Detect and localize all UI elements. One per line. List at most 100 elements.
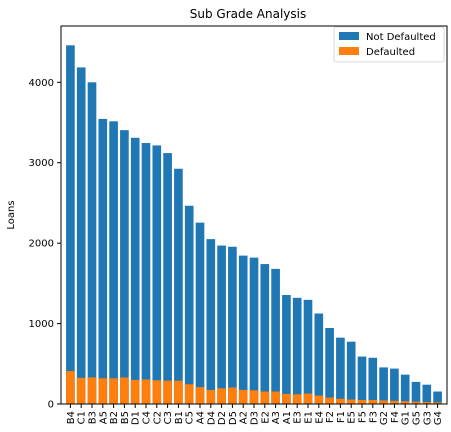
legend-swatch-not-defaulted xyxy=(339,32,359,40)
bar-defaulted-b4 xyxy=(66,371,75,404)
x-tick-label-f1: F1 xyxy=(336,411,347,423)
y-tick-label: 4000 xyxy=(29,78,54,89)
x-tick-label-e4: E4 xyxy=(314,411,325,424)
bar-not-defaulted-e2 xyxy=(260,264,270,404)
bar-not-defaulted-e1 xyxy=(303,299,313,404)
bar-not-defaulted-g5 xyxy=(411,381,421,404)
bar-defaulted-g2 xyxy=(379,400,388,404)
bar-defaulted-c5 xyxy=(184,384,194,404)
bar-defaulted-a4 xyxy=(195,387,205,404)
bar-not-defaulted-e5 xyxy=(346,341,356,404)
x-tick-label-e2: E2 xyxy=(260,411,271,424)
legend-swatch-defaulted xyxy=(339,47,359,55)
bar-not-defaulted-g3 xyxy=(422,384,432,404)
x-tick-label-d1: D1 xyxy=(131,411,142,425)
x-tick-label-f2: F2 xyxy=(325,411,336,423)
x-tick-label-c3: C3 xyxy=(163,411,174,424)
bar-not-defaulted-a4 xyxy=(195,222,205,404)
legend-box xyxy=(333,26,445,63)
bar-not-defaulted-g2 xyxy=(379,367,388,404)
bar-not-defaulted-f2 xyxy=(325,328,334,404)
chart-title: Sub Grade Analysis xyxy=(190,7,307,21)
bar-not-defaulted-d4 xyxy=(206,239,216,404)
bar-defaulted-c2 xyxy=(152,380,162,404)
x-tick-label-c4: C4 xyxy=(142,411,153,424)
bar-not-defaulted-f4 xyxy=(390,368,399,404)
bar-not-defaulted-f3 xyxy=(368,357,378,404)
x-tick-label-g4: G4 xyxy=(433,411,444,425)
x-axis: B4 C1 B3 A5 B2 B5 D1 C4 C2 C3 B1 C5 A4 D4 D2 D5 A2 D3 E2 A3… xyxy=(66,404,444,425)
bar-defaulted-f4 xyxy=(390,400,399,404)
y-axis: 0 1000 2000 3000 4000 xyxy=(29,78,61,411)
legend-label-not-defaulted: Not Defaulted xyxy=(366,32,436,43)
x-tick-label-c5: C5 xyxy=(185,411,196,424)
bar-not-defaulted-g4 xyxy=(433,391,442,404)
x-tick-label-a2: A2 xyxy=(239,411,250,424)
x-tick-label-f4: F4 xyxy=(390,411,401,423)
bar-not-defaulted-b5 xyxy=(120,130,129,404)
x-tick-label-b2: B2 xyxy=(109,411,120,424)
bar-not-defaulted-c1 xyxy=(76,67,86,405)
bar-not-defaulted-e4 xyxy=(314,313,324,404)
bar-defaulted-a2 xyxy=(238,389,248,404)
bar-defaulted-a3 xyxy=(271,391,280,404)
x-tick-label-b3: B3 xyxy=(88,411,99,424)
bars-group xyxy=(66,45,442,405)
bar-defaulted-b5 xyxy=(120,377,129,404)
x-tick-label-f5: F5 xyxy=(358,411,369,423)
bar-defaulted-d5 xyxy=(228,387,237,404)
bar-not-defaulted-f1 xyxy=(336,337,345,404)
bar-defaulted-f5 xyxy=(357,399,367,404)
bar-defaulted-c1 xyxy=(76,377,86,404)
bar-defaulted-f1 xyxy=(336,398,345,404)
bar-defaulted-b3 xyxy=(87,377,97,404)
bar-defaulted-b2 xyxy=(109,378,118,404)
bar-not-defaulted-d5 xyxy=(228,246,237,404)
bar-not-defaulted-c5 xyxy=(184,205,194,404)
y-tick-label: 3000 xyxy=(29,158,54,169)
x-tick-label-g1: G1 xyxy=(401,411,412,425)
bar-defaulted-a1 xyxy=(282,393,291,404)
x-tick-label-b1: B1 xyxy=(174,411,185,424)
bar-defaulted-g1 xyxy=(400,401,410,404)
bar-defaulted-e2 xyxy=(260,391,270,404)
bar-not-defaulted-g1 xyxy=(400,374,410,404)
x-tick-label-a4: A4 xyxy=(196,411,207,424)
y-tick-label: 2000 xyxy=(29,239,54,250)
x-tick-label-e5: E5 xyxy=(347,411,358,424)
legend-label-defaulted: Defaulted xyxy=(366,47,415,58)
bar-not-defaulted-b3 xyxy=(87,82,97,405)
bar-not-defaulted-a2 xyxy=(238,255,248,404)
bar-not-defaulted-d1 xyxy=(130,137,140,405)
x-tick-label-a3: A3 xyxy=(271,411,282,424)
bar-defaulted-f2 xyxy=(325,397,334,404)
bar-defaulted-c3 xyxy=(163,380,172,404)
bar-not-defaulted-e3 xyxy=(292,297,302,404)
bar-not-defaulted-d2 xyxy=(217,245,226,404)
x-tick-label-c1: C1 xyxy=(77,411,88,424)
x-tick-label-a5: A5 xyxy=(98,411,109,424)
bar-defaulted-e1 xyxy=(303,393,313,404)
bar-defaulted-g5 xyxy=(411,401,421,404)
bar-defaulted-e5 xyxy=(346,399,356,404)
bar-defaulted-f3 xyxy=(368,399,378,404)
bar-not-defaulted-a3 xyxy=(271,268,280,404)
bar-defaulted-e3 xyxy=(292,394,302,404)
x-tick-label-c2: C2 xyxy=(152,411,163,424)
bar-not-defaulted-d3 xyxy=(249,257,259,404)
bar-not-defaulted-b1 xyxy=(174,168,183,404)
legend: Not Defaulted Defaulted xyxy=(333,26,445,63)
bar-defaulted-b1 xyxy=(174,380,183,404)
bar-defaulted-e4 xyxy=(314,395,324,404)
x-tick-label-g2: G2 xyxy=(379,411,390,425)
x-tick-label-g5: G5 xyxy=(412,411,423,425)
x-tick-label-d4: D4 xyxy=(206,411,217,425)
bar-not-defaulted-a1 xyxy=(282,295,291,404)
bar-not-defaulted-b2 xyxy=(109,121,118,405)
bar-not-defaulted-c3 xyxy=(163,153,172,404)
bar-defaulted-c4 xyxy=(141,379,151,404)
bar-defaulted-d2 xyxy=(217,388,226,404)
bar-not-defaulted-f5 xyxy=(357,356,367,404)
bar-defaulted-d4 xyxy=(206,389,216,404)
